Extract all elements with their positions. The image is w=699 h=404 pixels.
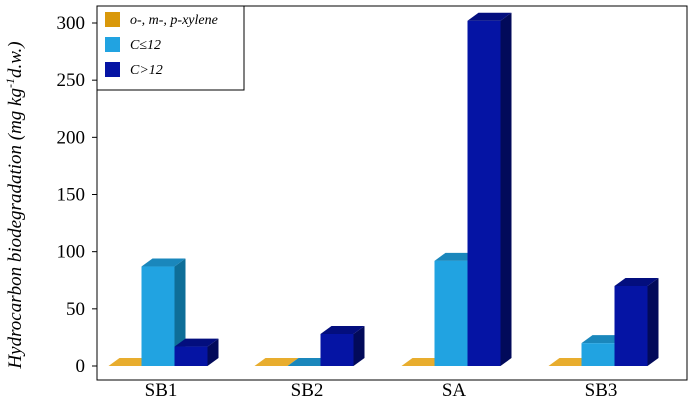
bar-sb1-series-3	[174, 338, 219, 366]
y-tick-label: 300	[57, 13, 86, 34]
x-tick-label: SA	[442, 380, 467, 401]
bar-sb2-series-3	[320, 325, 365, 366]
bar-top-face	[254, 358, 299, 366]
bar-front-face	[320, 333, 354, 366]
y-tick-label: 0	[76, 356, 86, 377]
y-axis-label-tail: d.w.)	[5, 41, 26, 78]
bar-front-face	[467, 20, 501, 367]
y-tick-label: 50	[66, 299, 85, 320]
x-tick-label: SB2	[291, 380, 324, 401]
bar-front-face	[581, 343, 615, 366]
bar-top-face	[141, 258, 186, 267]
y-axis-label-sup: -1	[3, 78, 17, 88]
legend-swatch	[105, 62, 120, 77]
bar-front-face	[141, 266, 175, 366]
y-tick-label: 150	[57, 185, 86, 206]
y-axis-label-main: Hydrocarbon biodegradation (mg kg	[5, 88, 26, 370]
x-tick-label: SB3	[585, 380, 618, 401]
legend-label: C≤12	[130, 38, 161, 53]
legend-item: C≤12	[105, 37, 161, 53]
bar-side-face	[500, 12, 512, 367]
legend-swatch	[105, 12, 120, 27]
bar-front-face	[174, 346, 208, 366]
bar-side-face	[353, 325, 365, 366]
bar-side-face	[207, 338, 219, 366]
legend-swatch	[105, 37, 120, 52]
y-tick-label: 200	[57, 127, 86, 148]
bar-sb2-series-1	[254, 358, 299, 366]
y-tick-label: 100	[57, 242, 86, 263]
bar-sb3-series-3	[614, 277, 659, 366]
x-axis: SB1 SB2 SA SB3	[145, 380, 618, 401]
legend-box	[96, 5, 245, 91]
legend: o-, m-, p-xylene C≤12 C>12	[96, 5, 245, 91]
y-tick-label: 250	[57, 70, 86, 91]
plot-border	[96, 5, 688, 381]
bar-top-face	[467, 12, 512, 21]
bar-front-face	[434, 260, 468, 366]
y-axis-label: Hydrocarbon biodegradation (mg kg-1d.w.)	[3, 41, 26, 369]
legend-label: C>12	[130, 63, 163, 78]
bar-side-face	[174, 258, 186, 366]
legend-item: C>12	[105, 62, 163, 78]
bar-top-face	[320, 325, 365, 334]
bars-group	[108, 12, 659, 367]
bar-sb1-series-2	[141, 258, 186, 366]
bar-top-face	[614, 277, 659, 286]
legend-item: o-, m-, p-xylene	[105, 12, 218, 28]
bar-side-face	[647, 277, 659, 366]
x-tick-label: SB1	[145, 380, 178, 401]
plot-frame	[96, 5, 688, 381]
bar-front-face	[614, 285, 648, 366]
bar-sa-series-3	[467, 12, 512, 367]
bar-top-face	[174, 338, 219, 347]
y-axis: 0 50 100 150 200 250 300	[57, 13, 97, 377]
legend-label: o-, m-, p-xylene	[130, 13, 218, 28]
